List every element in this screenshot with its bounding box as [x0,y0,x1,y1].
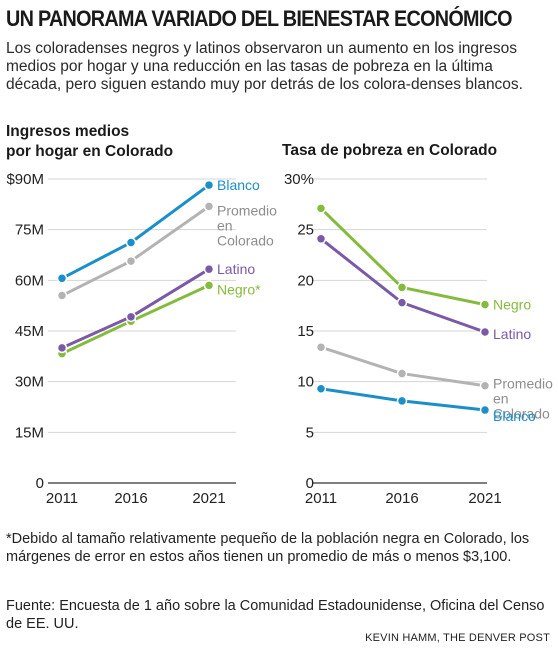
footnote: *Debido al tamaño relativamente pequeño … [6,531,530,565]
income-point-promedio-2011 [56,290,68,301]
poverty-point-blanco-2011 [315,383,327,395]
income-series-line-blanco [61,183,210,280]
income-ytick-label-15: 15M [15,424,44,441]
income-series-label-promedio-3: Colorado [217,232,274,248]
poverty-series-label-negro: Negro [493,297,531,313]
income-series-label-negro: Negro* [217,281,261,297]
poverty-series-label-blanco: Blanco [493,408,536,424]
income-point-latino-2021 [203,263,215,275]
income-ytick-label-60: 60M [15,272,44,289]
poverty-series-line-promedio [320,345,486,388]
income-xtick-label-2021: 2021 [192,490,225,507]
poverty-ytick-label-10: 10 [297,374,314,391]
income-ytick-label-30: 30M [15,374,44,391]
income-chart-title-line-1: Ingresos medios [6,123,130,140]
income-point-negro-2021 [203,280,215,291]
credit: KEVIN HAMM, THE DENVER POST [365,632,550,644]
income-point-promedio-2021 [203,201,215,212]
income-ytick-label-90: $90M [6,171,44,188]
income-point-latino-2016 [125,311,137,323]
poverty-point-promedio-2021 [479,380,491,391]
poverty-ytick-label-15: 15 [297,323,314,340]
poverty-point-latino-2016 [396,297,408,308]
poverty-point-promedio-2016 [396,368,408,379]
poverty-xtick-label-2016: 2016 [385,490,418,507]
income-point-promedio-2016 [125,255,137,267]
income-series-label-blanco: Blanco [217,177,260,193]
income-point-blanco-2021 [203,179,215,191]
poverty-series-label-latino: Latino [493,326,531,342]
income-series-label-latino: Latino [217,261,255,277]
poverty-point-negro-2016 [396,282,408,293]
page-title: UN PANORAMA VARIADO DEL BIENESTAR ECONÓM… [6,6,513,31]
poverty-point-latino-2021 [479,326,491,338]
page-subtitle: Los coloradenses negros y latinos observ… [6,40,523,93]
income-series-label-promedio-1: Promedio [217,202,277,218]
poverty-point-negro-2021 [479,299,491,310]
poverty-series-label-promedio-2: en [493,391,509,407]
income-chart-title-line-2: por hogar en Colorado [6,143,174,160]
poverty-point-latino-2011 [315,233,327,245]
poverty-ytick-label-20: 20 [297,272,314,289]
poverty-series-label-promedio-3: Colorado [493,406,550,422]
income-xtick-label-2016: 2016 [114,490,147,507]
poverty-chart-title-line-1: Tasa de pobreza en Colorado [282,142,498,159]
poverty-ytick-label-5: 5 [306,424,314,441]
income-xtick-label-2011: 2011 [46,490,78,507]
source-note: Fuente: Encuesta de 1 año sobre la Comun… [6,598,545,632]
income-ytick-label-45: 45M [15,323,44,340]
poverty-ytick-label-30: 30% [284,171,314,188]
poverty-series-label-promedio-1: Promedio [493,376,553,392]
income-point-blanco-2011 [56,273,68,284]
poverty-point-blanco-2021 [479,404,491,416]
poverty-point-blanco-2016 [396,395,408,407]
income-series-label-promedio-2: en [217,217,233,233]
income-series-line-latino [61,267,210,350]
poverty-xtick-label-2011: 2011 [305,490,337,507]
income-ytick-label-75: 75M [15,222,44,239]
income-point-latino-2011 [56,342,68,354]
poverty-ytick-label-25: 25 [297,222,314,239]
income-chart-title: Ingresos medios por hogar en Colorado [6,122,173,162]
poverty-point-promedio-2011 [315,341,327,353]
income-ytick-label-0: 0 [36,475,44,492]
charts-canvas: 0 15M 30M 45M 60M 75M $90M 2011 2016 2021 Promedio… [6,171,553,507]
income-point-blanco-2016 [125,237,137,248]
poverty-chart-title: Tasa de pobreza en Colorado [282,141,497,161]
poverty-xtick-label-2021: 2021 [468,490,501,507]
poverty-point-negro-2011 [315,203,327,214]
poverty-ytick-label-0: 0 [306,475,314,492]
